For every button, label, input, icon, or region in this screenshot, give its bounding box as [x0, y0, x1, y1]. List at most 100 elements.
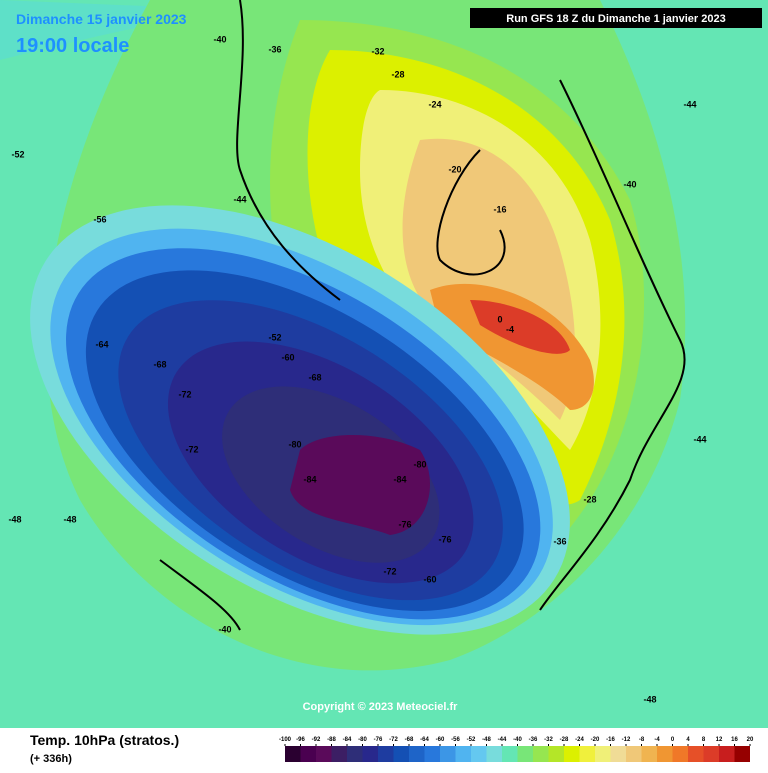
- contour-label: -72: [178, 389, 191, 399]
- colorbar-label: -52: [467, 737, 476, 743]
- colorbar-bin: [703, 746, 719, 762]
- colorbar-label: -64: [420, 737, 429, 743]
- colorbar-label: -96: [296, 737, 305, 743]
- colorbar-label: 4: [686, 737, 690, 743]
- colorbar-label: -72: [389, 737, 398, 743]
- colorbar-bin: [610, 746, 626, 762]
- colorbar-bin: [734, 746, 750, 762]
- colorbar-bin: [719, 746, 735, 762]
- colorbar-label: -76: [374, 737, 383, 743]
- colorbar-bin: [564, 746, 580, 762]
- colorbar-bin: [424, 746, 440, 762]
- colorbar-bin: [316, 746, 332, 762]
- colorbar-label: -12: [622, 737, 631, 743]
- contour-label: -80: [288, 439, 301, 449]
- colorbar-label: -48: [482, 737, 491, 743]
- colorbar-label: -44: [498, 737, 507, 743]
- field-4: [470, 300, 570, 354]
- run-info: Run GFS 18 Z du Dimanche 1 janvier 2023: [506, 13, 725, 25]
- contour-label: -44: [233, 194, 246, 204]
- contour-label: -36: [268, 44, 281, 54]
- colorbar-bin: [300, 746, 316, 762]
- contour-label: -40: [623, 179, 636, 189]
- contour-label: -68: [308, 372, 321, 382]
- colorbar-bin: [626, 746, 642, 762]
- colorbar-label: -88: [327, 737, 336, 743]
- legend-title: Temp. 10hPa (stratos.): [30, 732, 179, 748]
- contour-label: -28: [583, 494, 596, 504]
- colorbar-bin: [440, 746, 456, 762]
- colorbar-bin: [502, 746, 518, 762]
- colorbar-label: 8: [702, 737, 706, 743]
- colorbar-label: 20: [747, 737, 754, 743]
- contour-label: -52: [11, 149, 24, 159]
- contour-label: -72: [185, 444, 198, 454]
- contour-label: -48: [8, 514, 21, 524]
- contour-label: 0: [497, 314, 502, 324]
- contour-label: -20: [448, 164, 461, 174]
- colorbar-bin: [548, 746, 564, 762]
- colorbar-bin: [285, 746, 301, 762]
- colorbar-label: -40: [513, 737, 522, 743]
- contour-label: -64: [95, 339, 108, 349]
- colorbar-label: 12: [716, 737, 723, 743]
- contour-label: -76: [398, 519, 411, 529]
- contour-label: -56: [93, 214, 106, 224]
- colorbar-label: -24: [575, 737, 584, 743]
- contour-label: -72: [383, 566, 396, 576]
- contour-label: -44: [683, 99, 696, 109]
- legend-lead: (+ 336h): [30, 753, 72, 765]
- colorbar-bin: [533, 746, 549, 762]
- colorbar-label: -36: [529, 737, 538, 743]
- contour-label: -80: [413, 459, 426, 469]
- colorbar-bin: [331, 746, 347, 762]
- copyright: Copyright © 2023 Meteociel.fr: [303, 701, 459, 713]
- colorbar-label: -56: [451, 737, 460, 743]
- colorbar-label: -16: [606, 737, 615, 743]
- colorbar-label: -60: [436, 737, 445, 743]
- colorbar-bin: [641, 746, 657, 762]
- contour-label: -36: [553, 536, 566, 546]
- colorbar-label: -84: [343, 737, 352, 743]
- contour-label: -76: [438, 534, 451, 544]
- date-title: Dimanche 15 janvier 2023: [16, 11, 187, 27]
- colorbar-label: -92: [312, 737, 321, 743]
- colorbar-bin: [362, 746, 378, 762]
- contour-label: -40: [218, 624, 231, 634]
- contour-label: -84: [393, 474, 406, 484]
- contour-label: -60: [423, 574, 436, 584]
- contour-label: -68: [153, 359, 166, 369]
- colorbar-bin: [393, 746, 409, 762]
- contour-label: -28: [391, 69, 404, 79]
- colorbar-bin: [595, 746, 611, 762]
- contour-label: -48: [63, 514, 76, 524]
- contour-label: -32: [371, 46, 384, 56]
- run-box: [470, 8, 762, 28]
- contour-label: -84: [303, 474, 316, 484]
- coastline: [159, 0, 686, 631]
- colorbar-label: -20: [591, 737, 600, 743]
- contour-label: -16: [493, 204, 506, 214]
- colorbar-label: -4: [654, 737, 660, 743]
- time-title: 19:00 locale: [16, 35, 129, 57]
- colorbar-bin: [409, 746, 425, 762]
- colorbar-bin: [455, 746, 471, 762]
- colorbar-bin: [471, 746, 487, 762]
- colorbar-label: -8: [639, 737, 645, 743]
- colorbar-bin: [688, 746, 704, 762]
- colorbar-bin: [378, 746, 394, 762]
- contour-label: -60: [281, 352, 294, 362]
- contour-label: -48: [643, 694, 656, 704]
- contour-label: -52: [268, 332, 281, 342]
- colorbar-label: -28: [560, 737, 569, 743]
- colorbar-label: -68: [405, 737, 414, 743]
- colorbar-bin: [657, 746, 673, 762]
- colorbar-bin: [486, 746, 502, 762]
- colorbar-bin: [579, 746, 595, 762]
- colorbar-label: 16: [731, 737, 738, 743]
- colorbar-label: -100: [279, 737, 292, 743]
- colorbar-label: -80: [358, 737, 367, 743]
- contour-label: -4: [506, 324, 514, 334]
- colorbar-label: 0: [671, 737, 675, 743]
